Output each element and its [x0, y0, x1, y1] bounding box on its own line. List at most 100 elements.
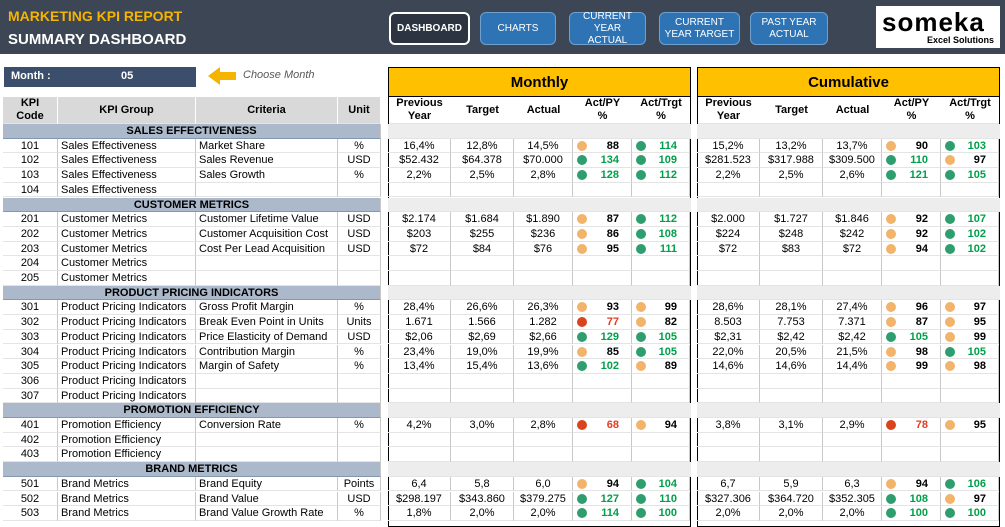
kpi-ratio: 95	[573, 241, 632, 257]
kpi-ratio: 98	[882, 344, 941, 360]
kpi-ratio: 114	[632, 138, 690, 154]
ratio-value: 108	[658, 227, 677, 240]
empty-cell	[451, 388, 514, 404]
ratio-value: 82	[664, 316, 677, 329]
kpi-value: 26,6%	[451, 300, 514, 316]
empty-cell	[573, 432, 632, 448]
empty-cell	[697, 447, 760, 463]
kpi-ratio: 102	[941, 226, 999, 242]
kpi-unit: Units	[338, 315, 381, 330]
kpi-group: Sales Effectiveness	[58, 182, 196, 198]
kpi-value: $352.305	[823, 491, 882, 507]
kpi-criteria: Cost Per Lead Acquisition	[196, 241, 338, 257]
kpi-group: Product Pricing Indicators	[58, 329, 196, 345]
kpi-value: 6,0	[514, 476, 573, 492]
ratio-value: 95	[606, 242, 619, 255]
empty-cell	[941, 447, 999, 463]
kpi-group: Product Pricing Indicators	[58, 359, 196, 374]
kpi-group: Product Pricing Indicators	[58, 388, 196, 404]
empty-cell	[941, 271, 999, 286]
kpi-criteria	[196, 271, 338, 286]
kpi-value: 2,0%	[760, 506, 823, 521]
kpi-ratio: 82	[632, 315, 690, 330]
kpi-code: 101	[3, 138, 58, 154]
ratio-value: 103	[967, 139, 986, 152]
kpi-table: KPI Code KPI Group Criteria Unit Monthly Prev…	[3, 67, 1000, 527]
status-dot	[636, 508, 646, 519]
ratio-value: 77	[606, 316, 619, 329]
kpi-value: $327.306	[697, 491, 760, 507]
kpi-code: 201	[3, 212, 58, 227]
status-dot	[886, 493, 896, 504]
kpi-value: $72	[823, 241, 882, 257]
status-dot	[886, 140, 896, 151]
kpi-ratio: 97	[941, 491, 999, 507]
kpi-criteria	[196, 432, 338, 448]
empty-cell	[451, 447, 514, 463]
kpi-criteria	[196, 256, 338, 271]
kpi-value: 5,9	[760, 476, 823, 492]
kpi-value: $2,66	[514, 329, 573, 345]
ratio-value: 109	[658, 154, 677, 167]
empty-cell	[632, 256, 690, 271]
kpi-criteria: Break Even Point in Units	[196, 315, 338, 330]
kpi-unit: %	[338, 506, 381, 521]
kpi-code: 307	[3, 388, 58, 404]
empty-cell	[882, 432, 941, 448]
kpi-value: 23,4%	[388, 344, 451, 360]
kpi-unit	[338, 373, 381, 389]
nav-button[interactable]: CURRENT YEAR ACTUAL	[569, 11, 646, 46]
nav-button[interactable]: CHARTS	[480, 12, 556, 45]
kpi-value: 2,5%	[760, 168, 823, 183]
status-dot	[636, 302, 646, 313]
kpi-code: 403	[3, 447, 58, 463]
kpi-value: $343.860	[451, 491, 514, 507]
kpi-value: $2.174	[388, 212, 451, 227]
ratio-value: 105	[909, 330, 928, 343]
nav-button[interactable]: PAST YEAR ACTUAL	[750, 12, 828, 45]
ratio-value: 94	[664, 419, 677, 431]
status-dot	[886, 317, 896, 328]
empty-cell	[760, 432, 823, 448]
kpi-value: 21,5%	[823, 344, 882, 360]
kpi-code: 104	[3, 182, 58, 198]
empty-cell	[632, 373, 690, 389]
empty-cell	[823, 373, 882, 389]
kpi-ratio: 78	[882, 418, 941, 433]
kpi-ratio: 99	[941, 329, 999, 345]
month-selector[interactable]: Month : 05	[4, 67, 196, 87]
empty-cell	[882, 388, 941, 404]
kpi-code: 304	[3, 344, 58, 360]
empty-cell	[514, 256, 573, 271]
status-dot	[945, 331, 955, 342]
kpi-ratio: 104	[632, 476, 690, 492]
status-dot	[577, 214, 587, 225]
kpi-group: Customer Metrics	[58, 241, 196, 257]
kpi-group: Promotion Efficiency	[58, 432, 196, 448]
nav-button[interactable]: CURRENT YEAR TARGET	[659, 12, 740, 45]
ratio-value: 106	[967, 477, 986, 490]
ratio-value: 87	[915, 316, 928, 329]
kpi-code: 102	[3, 153, 58, 169]
header-bar: MARKETING KPI REPORT SUMMARY DASHBOARD D…	[0, 0, 1005, 54]
kpi-unit: USD	[338, 241, 381, 257]
status-dot	[636, 317, 646, 328]
section-spacer	[697, 285, 1000, 301]
kpi-ratio: 95	[941, 418, 999, 433]
kpi-ratio: 94	[632, 418, 690, 433]
status-dot	[636, 493, 646, 504]
ratio-value: 127	[600, 492, 619, 505]
kpi-unit: USD	[338, 153, 381, 169]
kpi-group: Promotion Efficiency	[58, 447, 196, 463]
empty-cell	[451, 373, 514, 389]
empty-cell	[632, 271, 690, 286]
kpi-group: Product Pricing Indicators	[58, 300, 196, 316]
kpi-criteria	[196, 447, 338, 463]
status-dot	[945, 140, 955, 151]
nav-button[interactable]: DASHBOARD	[389, 12, 470, 45]
empty-cell	[573, 447, 632, 463]
kpi-value: $70.000	[514, 153, 573, 169]
kpi-group: Sales Effectiveness	[58, 168, 196, 183]
kpi-ratio: 95	[941, 315, 999, 330]
status-dot	[886, 302, 896, 313]
